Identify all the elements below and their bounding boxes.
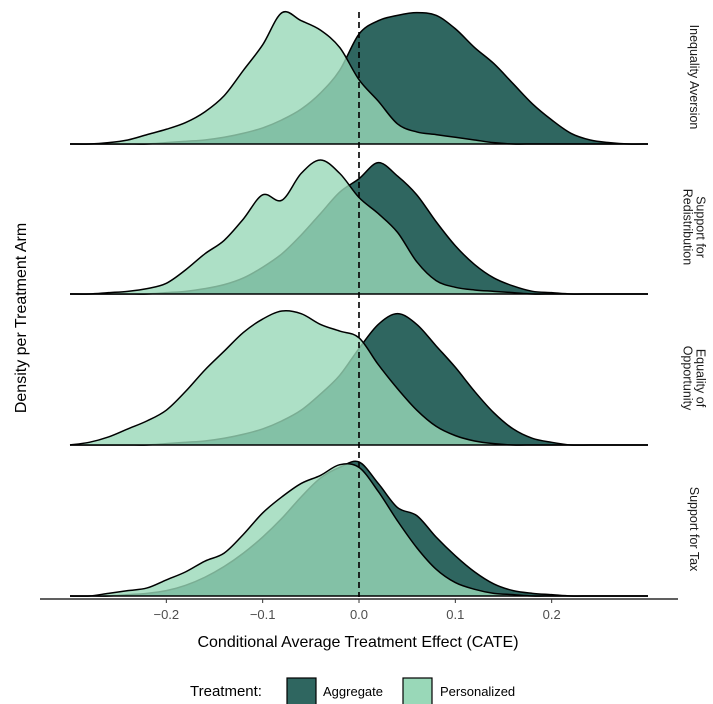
x-tick-label: 0.2 xyxy=(543,607,561,622)
x-tick-label: 0.0 xyxy=(350,607,368,622)
density-area-personalized xyxy=(70,11,648,145)
legend-key-personalized xyxy=(402,677,433,704)
legend-title: Treatment: xyxy=(190,683,262,700)
x-tick-label: 0.1 xyxy=(446,607,464,622)
x-axis: −0.2 −0.1 0.0 0.1 0.2 xyxy=(40,598,678,622)
x-tick-label: −0.2 xyxy=(153,607,179,622)
facet-panel: Support forRedistribution xyxy=(69,159,708,295)
density-area-personalized xyxy=(70,463,648,597)
x-axis-title: Conditional Average Treatment Effect (CA… xyxy=(197,634,518,651)
facet-panel: Inequality Aversion xyxy=(69,11,701,145)
legend-label-personalized: Personalized xyxy=(440,684,515,699)
facet-strip-label: Support for Tax xyxy=(687,487,701,572)
x-tick-label: −0.1 xyxy=(250,607,276,622)
facets-layer: Inequality Aversion Support forRedistribu… xyxy=(69,11,708,597)
facet-panel: Equality ofOpportunity xyxy=(69,309,708,446)
legend-label-aggregate: Aggregate xyxy=(323,684,383,699)
facet-panel: Support for Tax xyxy=(69,460,701,597)
facet-strip-label: Support forRedistribution xyxy=(681,189,708,265)
legend: Treatment: Aggregate Personalized xyxy=(190,677,515,704)
legend-key-aggregate xyxy=(286,677,317,704)
facet-strip-label: Equality ofOpportunity xyxy=(681,346,708,411)
y-axis-title: Density per Treatment Arm xyxy=(13,223,30,413)
facet-strip-label: Inequality Aversion xyxy=(687,25,701,130)
